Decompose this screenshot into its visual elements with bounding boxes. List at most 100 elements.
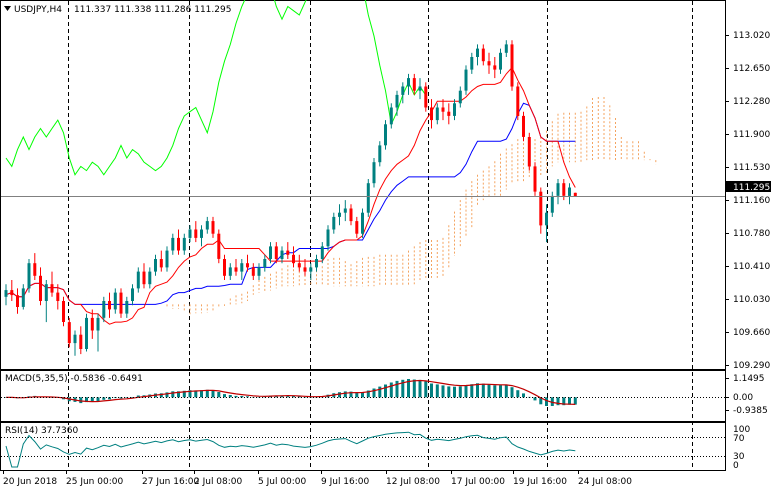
time-tick-label: 12 Jul 08:00 xyxy=(386,477,440,487)
time-tick-label: 19 Jul 16:00 xyxy=(513,477,567,487)
price-tick-label: 109.660 xyxy=(733,328,770,338)
macd-bar xyxy=(205,389,209,398)
candle xyxy=(73,330,77,356)
candle xyxy=(119,288,123,318)
candle xyxy=(90,309,94,339)
candle xyxy=(108,292,111,318)
macd-bar xyxy=(516,390,520,398)
time-tick-label: 20 Jun 2018 xyxy=(3,477,57,487)
candle xyxy=(349,204,353,226)
candle xyxy=(384,120,387,150)
macd-bar xyxy=(361,392,364,398)
candle xyxy=(269,242,272,264)
macd-bar xyxy=(349,391,353,398)
candle xyxy=(487,52,491,74)
candle xyxy=(263,254,267,272)
macd-bar xyxy=(188,390,192,398)
candle xyxy=(240,259,244,280)
price-axis[interactable]: 113.020 112.650 112.280 111.900 111.530 111.1… xyxy=(725,31,770,371)
candle xyxy=(131,284,134,306)
macd-bar xyxy=(79,397,83,404)
macd-bar xyxy=(234,395,238,398)
candle xyxy=(407,73,410,95)
time-axis[interactable]: 20 Jun 2018 25 Jun 00:00 27 Jun 16:002 Jul… xyxy=(3,470,632,487)
rsi-tick: 100 xyxy=(733,425,750,435)
candle xyxy=(251,263,255,280)
candle xyxy=(246,254,249,272)
macd-bar xyxy=(435,384,439,398)
candle xyxy=(274,242,278,264)
macd-bar xyxy=(194,390,198,398)
candle xyxy=(136,267,140,293)
candle xyxy=(44,280,48,323)
candle xyxy=(217,229,221,264)
price-tick-label: 110.410 xyxy=(733,262,770,272)
macd-bar xyxy=(412,379,416,398)
macd-bar xyxy=(211,390,215,398)
candle xyxy=(154,254,157,276)
candle xyxy=(113,288,117,314)
candle xyxy=(4,284,8,306)
time-tick-label: 2 Jul 08:00 xyxy=(194,477,243,487)
macd-bar xyxy=(223,394,226,398)
macd-tick: -0.9385 xyxy=(733,406,768,416)
macd-bar xyxy=(378,386,382,398)
candle xyxy=(177,229,180,255)
macd-signal-line xyxy=(5,379,576,405)
candle xyxy=(504,40,508,57)
macd-bar xyxy=(418,379,422,398)
macd-bar xyxy=(389,382,393,398)
time-tick-label: 9 Jul 16:00 xyxy=(321,477,370,487)
macd-bar xyxy=(165,392,169,398)
candle xyxy=(188,225,192,243)
rsi-axis: 100 70 30 0 xyxy=(733,425,750,471)
candle xyxy=(430,99,433,129)
candle xyxy=(476,44,479,66)
macd-bar xyxy=(522,393,525,398)
macd-bar xyxy=(286,395,290,398)
macd-bar xyxy=(338,392,341,398)
chikou-span-line xyxy=(5,0,427,176)
ohlc-readout: 111.337 111.338 111.286 111.295 xyxy=(74,5,231,15)
candle xyxy=(10,280,14,301)
price-panel-border xyxy=(0,0,726,370)
candle xyxy=(338,204,341,226)
candle xyxy=(418,78,422,100)
macd-bar xyxy=(493,385,497,398)
macd-bar xyxy=(562,397,566,406)
candle xyxy=(499,48,502,74)
candle xyxy=(79,326,83,355)
macd-bar xyxy=(182,390,186,398)
rsi-tick: 70 xyxy=(733,434,745,444)
candle xyxy=(527,132,531,171)
candle xyxy=(395,90,399,116)
price-tick-label: 110.780 xyxy=(733,229,770,239)
candle xyxy=(510,40,514,91)
macd-bar xyxy=(217,392,221,398)
ichimoku-cloud xyxy=(166,97,657,315)
macd-axis: 1.1495 0.00 -0.9385 xyxy=(725,374,768,416)
candle xyxy=(165,246,169,272)
candle xyxy=(343,200,347,222)
rsi-tick: 0 xyxy=(733,461,739,471)
macd-bar xyxy=(297,396,301,398)
rsi-line xyxy=(5,431,576,468)
candle xyxy=(309,263,313,280)
candle xyxy=(27,259,31,293)
candle xyxy=(361,208,364,238)
candle xyxy=(194,221,198,243)
macd-bar xyxy=(343,391,347,398)
candle xyxy=(470,52,474,74)
candle xyxy=(453,99,456,121)
price-tick-label: 111.900 xyxy=(733,130,770,140)
macd-bar xyxy=(136,395,140,398)
symbol-menu-triangle-icon[interactable] xyxy=(4,6,11,11)
candle xyxy=(522,111,525,142)
candle xyxy=(441,99,445,121)
price-tick-label: 112.280 xyxy=(733,97,770,107)
macd-bar xyxy=(366,390,370,398)
candle xyxy=(303,259,307,276)
macd-bar xyxy=(533,397,537,401)
